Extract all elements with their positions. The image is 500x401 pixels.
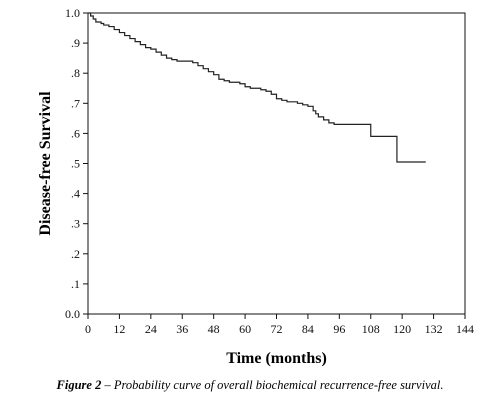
x-tick-label: 108 xyxy=(362,322,380,336)
x-tick-label: 96 xyxy=(333,322,345,336)
y-tick-label: 0.0 xyxy=(65,307,80,321)
x-tick-label: 120 xyxy=(393,322,411,336)
figure-caption: Figure 2 – Probability curve of overall … xyxy=(0,378,500,393)
x-tick-label: 72 xyxy=(271,322,283,336)
y-tick-label: 1.0 xyxy=(65,6,80,20)
y-axis: 0.0 .1 .2 .3 .4 .5 .6 .7 .8 .9 1.0 xyxy=(65,6,88,321)
plot-frame xyxy=(87,12,466,315)
x-axis-title: Time (months) xyxy=(226,350,327,367)
y-tick-label: .6 xyxy=(71,126,80,140)
x-tick-label: 0 xyxy=(85,322,91,336)
y-tick-label: .7 xyxy=(71,96,80,110)
y-tick-label: .1 xyxy=(71,277,80,291)
y-tick-label: .2 xyxy=(71,247,80,261)
x-axis: 0 12 24 36 48 60 72 84 96 108 120 132 144 xyxy=(85,314,474,336)
y-tick-label: .3 xyxy=(71,217,80,231)
y-axis-title: Disease-free Survival xyxy=(37,91,54,236)
x-tick-label: 144 xyxy=(456,322,474,336)
survival-step-line xyxy=(88,12,426,163)
x-tick-label: 60 xyxy=(239,322,251,336)
figure-label: Figure 2 xyxy=(56,378,102,392)
y-tick-label: .9 xyxy=(71,36,80,50)
x-tick-label: 84 xyxy=(302,322,314,336)
figure-caption-text: – Probability curve of overall biochemic… xyxy=(101,378,444,392)
y-tick-label: .5 xyxy=(71,157,80,171)
x-tick-label: 132 xyxy=(425,322,443,336)
x-tick-label: 48 xyxy=(208,322,220,336)
x-tick-label: 36 xyxy=(176,322,188,336)
y-tick-label: .4 xyxy=(71,187,80,201)
y-tick-label: .8 xyxy=(71,66,80,80)
x-tick-label: 12 xyxy=(113,322,125,336)
x-tick-label: 24 xyxy=(145,322,157,336)
